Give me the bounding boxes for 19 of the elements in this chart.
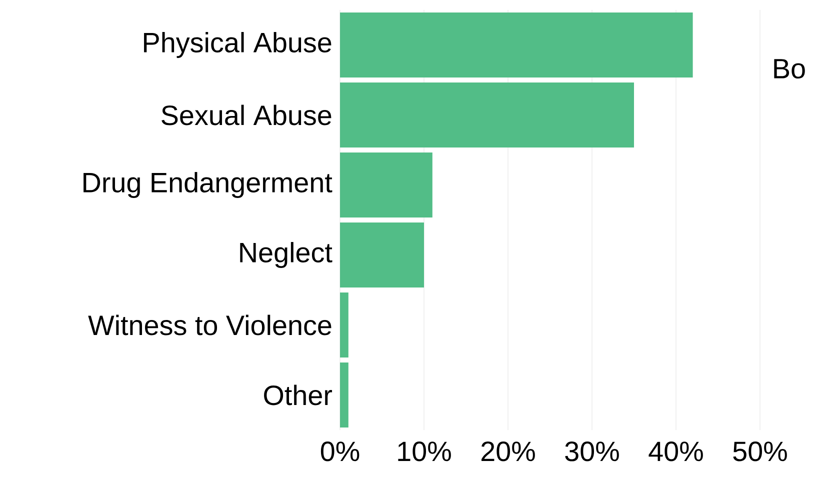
- x-tick-label: 20%: [481, 442, 535, 462]
- x-tick-label: 40%: [648, 442, 703, 462]
- bar: [340, 292, 348, 358]
- y-tick-label: Physical Abuse: [144, 32, 332, 58]
- x-tick-label: 30%: [565, 442, 619, 462]
- x-tick-label: 50%: [733, 442, 787, 462]
- bar: [340, 12, 693, 78]
- y-tick-label: Other: [264, 384, 332, 406]
- y-tick-label: Drug Endangerment: [84, 172, 332, 198]
- bar: [340, 362, 348, 428]
- text: Bo: [774, 59, 805, 79]
- bar: [340, 152, 432, 218]
- bar: [340, 82, 634, 148]
- y-tick-label: Witness to Violence: [88, 314, 332, 336]
- y-tick-label: Neglect: [240, 242, 332, 268]
- y-tick-label: Sexual Abuse: [162, 104, 332, 126]
- bar: [340, 222, 424, 288]
- x-tick-label: 10%: [398, 442, 451, 462]
- x-tick-label: 0%: [320, 442, 360, 462]
